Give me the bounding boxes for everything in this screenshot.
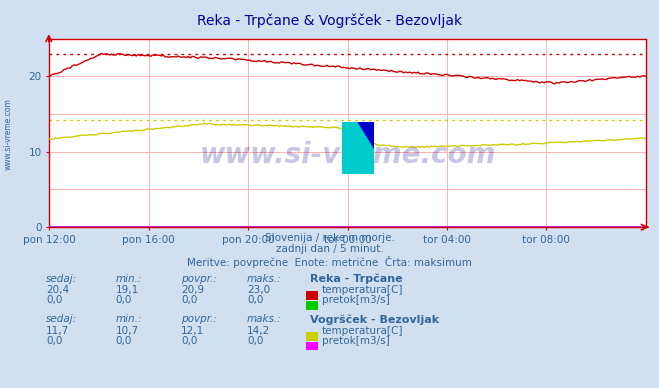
Text: pretok[m3/s]: pretok[m3/s] (322, 295, 389, 305)
Text: 14,2: 14,2 (247, 326, 270, 336)
Polygon shape (341, 121, 374, 174)
Text: sedaj:: sedaj: (46, 314, 77, 324)
Text: Vogršček - Bezovljak: Vogršček - Bezovljak (310, 314, 439, 325)
Text: 11,7: 11,7 (46, 326, 69, 336)
Text: 0,0: 0,0 (181, 336, 198, 346)
Text: Meritve: povprečne  Enote: metrične  Črta: maksimum: Meritve: povprečne Enote: metrične Črta:… (187, 256, 472, 268)
Text: maks.:: maks.: (247, 274, 282, 284)
Text: Slovenija / reke in morje.: Slovenija / reke in morje. (264, 233, 395, 243)
Text: sedaj:: sedaj: (46, 274, 77, 284)
Text: 0,0: 0,0 (247, 295, 264, 305)
Text: www.si-vreme.com: www.si-vreme.com (4, 98, 13, 170)
Text: temperatura[C]: temperatura[C] (322, 326, 403, 336)
Text: min.:: min.: (115, 274, 142, 284)
Text: 0,0: 0,0 (46, 295, 63, 305)
Text: 23,0: 23,0 (247, 285, 270, 295)
Text: min.:: min.: (115, 314, 142, 324)
Text: 0,0: 0,0 (46, 336, 63, 346)
Text: 0,0: 0,0 (247, 336, 264, 346)
Text: 12,1: 12,1 (181, 326, 204, 336)
Text: 0,0: 0,0 (181, 295, 198, 305)
Text: 0,0: 0,0 (115, 295, 132, 305)
Text: povpr.:: povpr.: (181, 274, 217, 284)
Text: 0,0: 0,0 (115, 336, 132, 346)
Text: 20,4: 20,4 (46, 285, 69, 295)
Text: 19,1: 19,1 (115, 285, 138, 295)
Text: maks.:: maks.: (247, 314, 282, 324)
Polygon shape (358, 121, 374, 148)
Text: Reka - Trpčane & Vogršček - Bezovljak: Reka - Trpčane & Vogršček - Bezovljak (197, 14, 462, 28)
Text: temperatura[C]: temperatura[C] (322, 285, 403, 295)
Text: www.si-vreme.com: www.si-vreme.com (200, 142, 496, 170)
Text: zadnji dan / 5 minut.: zadnji dan / 5 minut. (275, 244, 384, 255)
Text: 10,7: 10,7 (115, 326, 138, 336)
Text: 20,9: 20,9 (181, 285, 204, 295)
Text: Reka - Trpčane: Reka - Trpčane (310, 274, 403, 284)
Text: povpr.:: povpr.: (181, 314, 217, 324)
Text: pretok[m3/s]: pretok[m3/s] (322, 336, 389, 346)
